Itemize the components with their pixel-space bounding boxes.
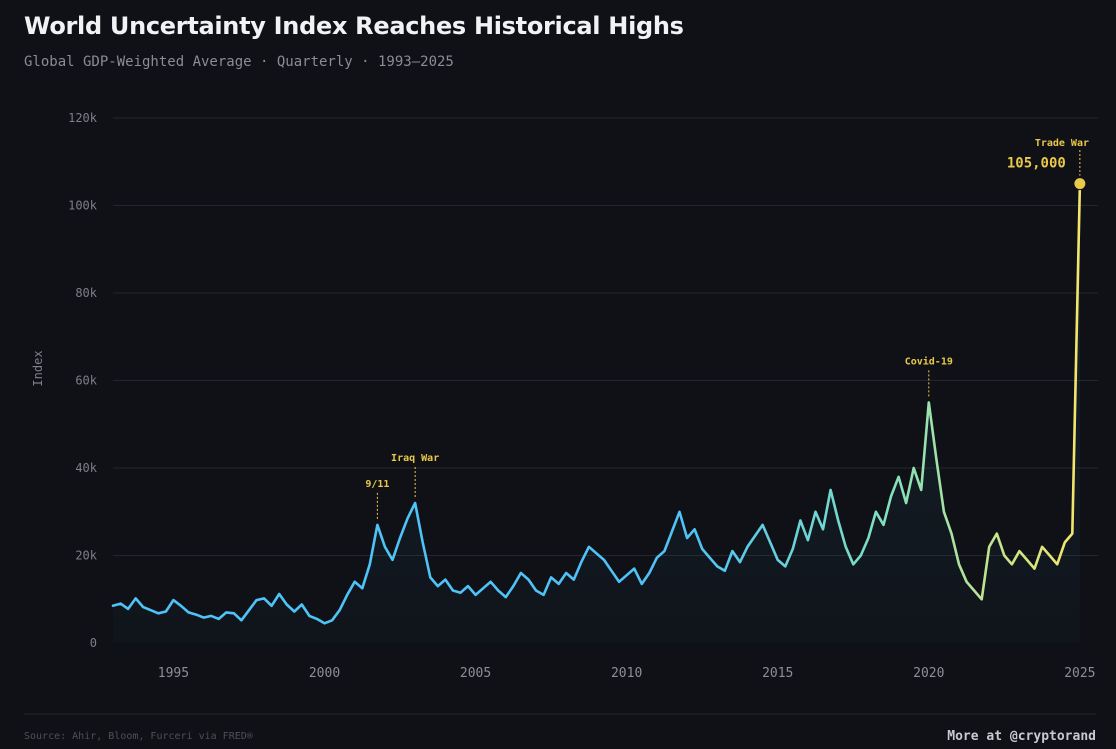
annotations: 9/11 Iraq War Covid-19 Trade War 105,000: [365, 138, 1089, 519]
series-area: [113, 183, 1080, 643]
y-tick-label: 0: [90, 636, 97, 650]
annotation-label: Iraq War: [391, 453, 439, 464]
x-tick-label: 2015: [762, 666, 793, 681]
x-tick-label: 2005: [460, 666, 491, 681]
x-tick-label: 2025: [1064, 666, 1095, 681]
y-axis-label: Index: [31, 350, 45, 386]
source-note: Source: Ahir, Bloom, Furceri via FRED®: [24, 731, 253, 742]
annotation-label: 9/11: [365, 479, 389, 490]
y-tick-label: 120k: [68, 111, 98, 125]
annotation-label: Covid-19: [905, 355, 953, 367]
chart-title: World Uncertainty Index Reaches Historic…: [24, 12, 684, 40]
series-line: [111, 182, 1082, 625]
grid: [113, 117, 1098, 556]
y-tick-label: 20k: [75, 549, 97, 563]
y-tick-label: 100k: [68, 199, 98, 213]
annotation-label-trade-war: Trade War: [1035, 138, 1089, 149]
credit-link[interactable]: More at @cryptorand: [947, 729, 1096, 744]
chart-subtitle: Global GDP-Weighted Average · Quarterly …: [24, 54, 454, 70]
y-tick-label: 60k: [75, 374, 97, 388]
x-tick-label: 2010: [611, 666, 642, 681]
y-axis-ticks: 0 20k 40k 60k 80k 100k 120k: [68, 111, 98, 650]
x-tick-label: 2020: [913, 666, 944, 681]
x-tick-label: 1995: [158, 666, 189, 681]
peak-value-label: 105,000: [1007, 156, 1066, 172]
y-tick-label: 40k: [75, 461, 97, 475]
x-tick-label: 2000: [309, 666, 340, 681]
x-axis-ticks: 1995 2000 2005 2010 2015 2020 2025: [158, 666, 1096, 681]
peak-marker: [1073, 177, 1087, 191]
y-tick-label: 80k: [75, 286, 97, 300]
